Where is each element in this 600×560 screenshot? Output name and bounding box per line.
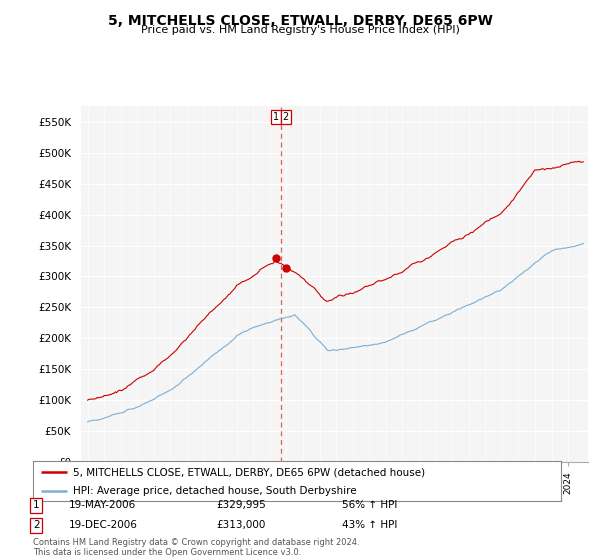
- Text: 2: 2: [33, 520, 40, 530]
- Text: 43% ↑ HPI: 43% ↑ HPI: [342, 520, 397, 530]
- Text: HPI: Average price, detached house, South Derbyshire: HPI: Average price, detached house, Sout…: [73, 486, 356, 496]
- Text: 19-MAY-2006: 19-MAY-2006: [69, 500, 136, 510]
- Text: 1: 1: [273, 112, 279, 122]
- Text: Price paid vs. HM Land Registry's House Price Index (HPI): Price paid vs. HM Land Registry's House …: [140, 25, 460, 35]
- Text: 2: 2: [283, 112, 289, 122]
- Text: 56% ↑ HPI: 56% ↑ HPI: [342, 500, 397, 510]
- Text: £329,995: £329,995: [216, 500, 266, 510]
- Text: Contains HM Land Registry data © Crown copyright and database right 2024.
This d: Contains HM Land Registry data © Crown c…: [33, 538, 359, 557]
- Text: 5, MITCHELLS CLOSE, ETWALL, DERBY, DE65 6PW: 5, MITCHELLS CLOSE, ETWALL, DERBY, DE65 …: [107, 14, 493, 28]
- Text: £313,000: £313,000: [216, 520, 265, 530]
- Text: 19-DEC-2006: 19-DEC-2006: [69, 520, 138, 530]
- Text: 1: 1: [33, 500, 40, 510]
- Text: 5, MITCHELLS CLOSE, ETWALL, DERBY, DE65 6PW (detached house): 5, MITCHELLS CLOSE, ETWALL, DERBY, DE65 …: [73, 467, 425, 477]
